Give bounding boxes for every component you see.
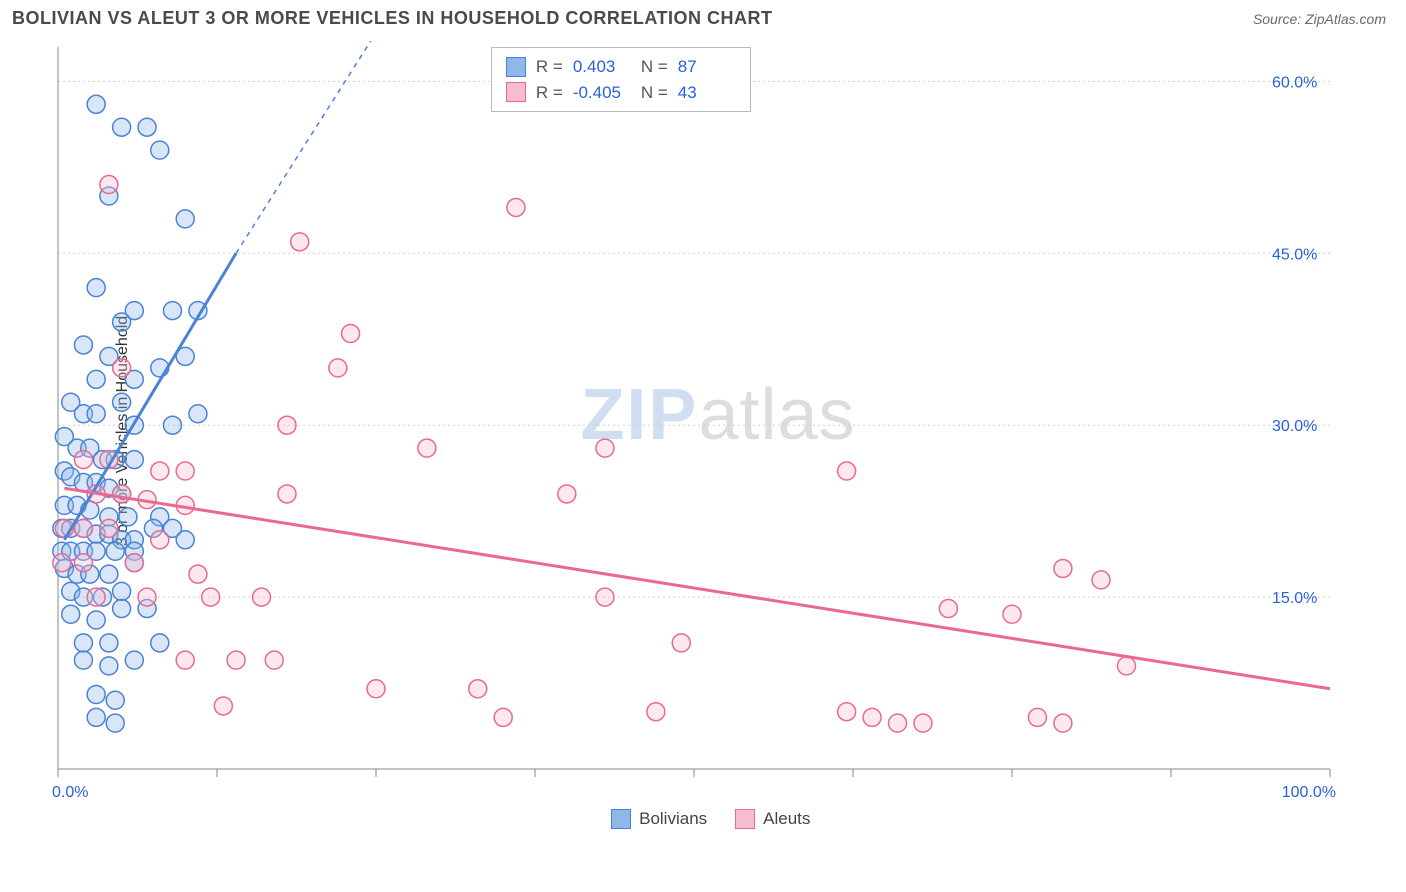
svg-text:15.0%: 15.0%	[1272, 590, 1317, 607]
svg-text:0.0%: 0.0%	[52, 784, 88, 801]
legend-item-1: Aleuts	[735, 809, 810, 829]
svg-text:100.0%: 100.0%	[1282, 784, 1336, 801]
stats-n-label-1: N =	[641, 80, 668, 106]
chart-header: BOLIVIAN VS ALEUT 3 OR MORE VEHICLES IN …	[0, 0, 1406, 37]
legend-item-0: Bolivians	[611, 809, 707, 829]
svg-text:30.0%: 30.0%	[1272, 418, 1317, 435]
legend-swatch-1	[735, 809, 755, 829]
stats-swatch-1	[506, 82, 526, 102]
stats-r-value-1: -0.405	[573, 80, 631, 106]
stats-n-value-1: 43	[678, 80, 736, 106]
scatter-chart: 15.0% 30.0% 45.0% 60.0% 0.0% 100.0%	[50, 41, 1370, 821]
svg-text:45.0%: 45.0%	[1272, 246, 1317, 263]
stats-r-value-0: 0.403	[573, 54, 631, 80]
stats-r-label-0: R =	[536, 54, 563, 80]
stats-row-0: R = 0.403 N = 87	[506, 54, 736, 80]
stats-swatch-0	[506, 57, 526, 77]
stats-row-1: R = -0.405 N = 43	[506, 80, 736, 106]
chart-container: 3 or more Vehicles in Household ZIPatlas…	[50, 41, 1386, 821]
legend-label-1: Aleuts	[763, 809, 810, 829]
stats-n-label-0: N =	[641, 54, 668, 80]
legend-label-0: Bolivians	[639, 809, 707, 829]
chart-source: Source: ZipAtlas.com	[1253, 11, 1386, 27]
stats-box: R = 0.403 N = 87 R = -0.405 N = 43	[491, 47, 751, 112]
chart-title: BOLIVIAN VS ALEUT 3 OR MORE VEHICLES IN …	[12, 8, 773, 29]
legend-swatch-0	[611, 809, 631, 829]
stats-n-value-0: 87	[678, 54, 736, 80]
stats-r-label-1: R =	[536, 80, 563, 106]
svg-text:60.0%: 60.0%	[1272, 74, 1317, 91]
legend: Bolivians Aleuts	[611, 809, 810, 829]
